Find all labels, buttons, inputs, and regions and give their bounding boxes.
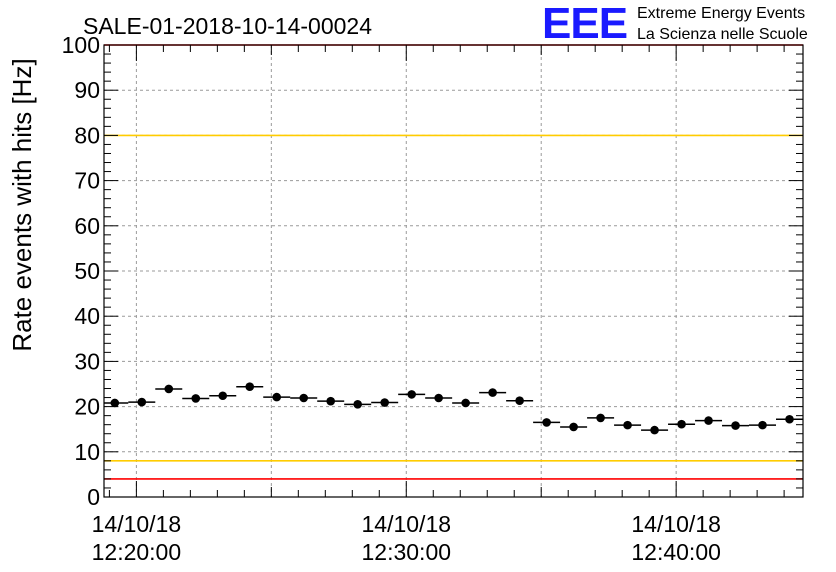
data-point [569, 422, 578, 432]
data-point [785, 414, 794, 424]
y-tick-label: 90 [74, 77, 100, 103]
grid-lines [104, 45, 803, 497]
x-tick-label-date: 14/10/18 [631, 511, 721, 537]
y-tick-label: 50 [74, 258, 100, 284]
data-point [191, 394, 201, 403]
data-point [380, 398, 389, 407]
threshold-lines [104, 44, 803, 480]
y-tick-label: 30 [74, 348, 100, 374]
data-point [650, 425, 659, 435]
data-point [326, 396, 336, 406]
eee-logo-mark: EEE [542, 0, 627, 48]
y-tick-label: 0 [87, 484, 100, 510]
data-point [299, 393, 309, 403]
data-point [677, 419, 686, 429]
x-tick-label-time: 12:40:00 [631, 539, 721, 565]
data-points [104, 382, 803, 435]
data-point [704, 416, 713, 425]
eee-logo: EEE Extreme Energy Events La Scienza nel… [542, 0, 808, 48]
y-axis-label: Rate events with hits [Hz] [7, 58, 37, 351]
x-tick-label-time: 12:20:00 [92, 539, 182, 565]
x-tick-label-date: 14/10/18 [92, 511, 182, 537]
data-point [353, 400, 362, 409]
y-tick-label: 40 [74, 303, 100, 329]
data-point [164, 384, 174, 394]
data-point [434, 393, 443, 403]
y-tick-label: 20 [74, 394, 100, 420]
x-tick-labels: 14/10/1812:20:0014/10/1812:30:0014/10/18… [92, 511, 721, 565]
y-tick-label: 100 [62, 32, 100, 58]
data-point [731, 421, 740, 430]
axis-ticks [104, 44, 803, 498]
y-tick-label: 80 [74, 122, 100, 148]
data-point [758, 420, 767, 430]
data-point [542, 418, 551, 427]
data-point [488, 388, 497, 397]
data-point [461, 398, 470, 408]
data-point [272, 392, 282, 402]
data-point [137, 397, 147, 407]
x-tick-label-date: 14/10/18 [362, 511, 452, 537]
y-tick-label: 60 [74, 213, 100, 239]
run-title: SALE-01-2018-10-14-00024 [83, 13, 372, 39]
logo-line-2: La Scienza nelle Scuole [637, 26, 808, 43]
y-tick-labels: 0 10 20 30 40 50 60 70 80 90 100 [62, 32, 100, 510]
data-point [515, 396, 524, 406]
data-point [407, 390, 416, 399]
data-point [218, 391, 228, 401]
data-point [110, 398, 120, 408]
x-tick-label-time: 12:30:00 [362, 539, 452, 565]
logo-line-1: Extreme Energy Events [637, 5, 805, 22]
data-point [596, 413, 605, 423]
y-tick-label: 70 [74, 168, 100, 194]
data-point [245, 382, 255, 392]
data-point [623, 420, 632, 430]
y-tick-label: 10 [74, 439, 100, 465]
